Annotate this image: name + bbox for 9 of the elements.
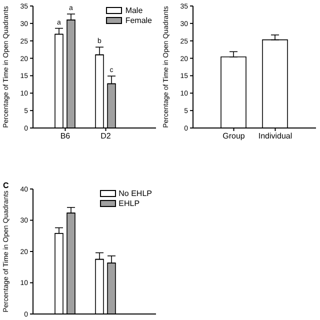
legend-label: Male	[125, 6, 143, 15]
x-tick-label: Individual	[258, 132, 292, 141]
legend-label: No EHLP	[118, 189, 152, 198]
x-tick-label: B6	[60, 132, 71, 141]
x-tick-label: Group	[222, 132, 246, 141]
x-tick-label: D2	[100, 132, 112, 141]
text: C	[3, 181, 9, 190]
legend-label: Female	[125, 16, 152, 25]
legend-label: EHLP	[118, 199, 140, 208]
